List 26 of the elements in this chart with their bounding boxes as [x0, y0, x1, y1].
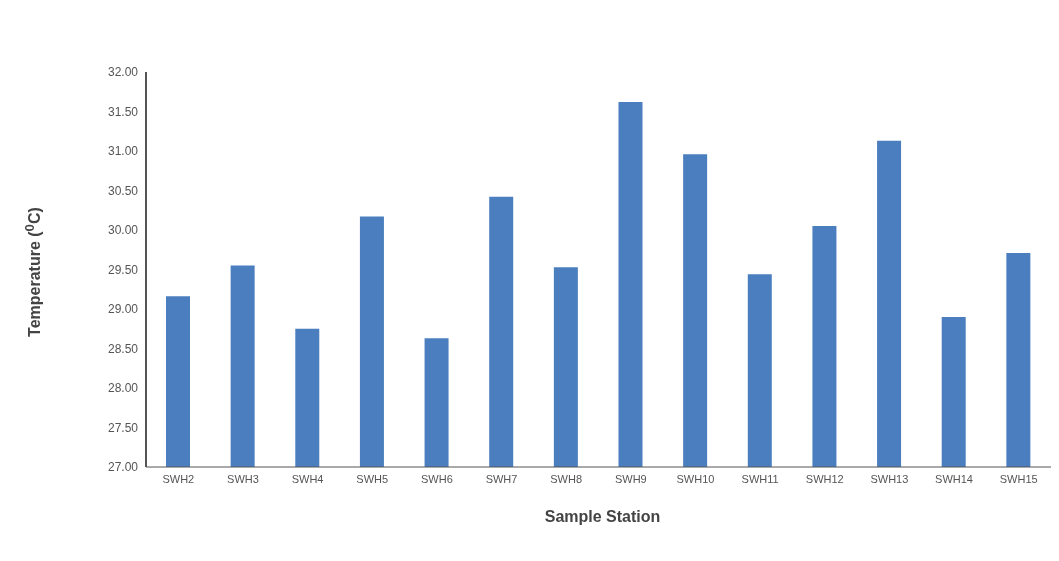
x-tick-label: SWH14 [935, 472, 973, 485]
y-tick-label: 27.50 [107, 420, 139, 435]
y-tick-label: 27.00 [107, 460, 139, 475]
x-tick-label: SWH2 [162, 472, 195, 485]
y-tick-label: 28.50 [107, 341, 139, 356]
y-tick-label: 29.50 [107, 262, 139, 277]
x-tick-label: SWH9 [614, 472, 647, 485]
x-tick-label: SWH8 [550, 472, 583, 485]
x-tick-label: SWH7 [485, 472, 518, 485]
x-axis-title: Sample Station [543, 508, 662, 526]
x-tick-label: SWH12 [805, 472, 844, 485]
y-tick-label: 31.00 [107, 144, 139, 159]
y-tick-label: 29.00 [107, 302, 139, 317]
y-tick-label: 28.00 [107, 381, 139, 396]
x-tick-label: SWH10 [676, 472, 715, 485]
x-tick-label: SWH11 [741, 472, 779, 485]
x-tick-label: SWH15 [999, 472, 1038, 485]
x-tick-label: SWH13 [870, 472, 909, 485]
x-tick-label: SWH5 [356, 472, 389, 485]
y-tick-label: 30.00 [107, 223, 139, 238]
x-tick-label: SWH6 [421, 472, 453, 485]
y-tick-label: 31.50 [107, 104, 139, 119]
x-tick-label: SWH4 [291, 472, 324, 485]
y-tick-label: 30.50 [107, 183, 139, 198]
y-tick-label: 32.00 [107, 65, 139, 80]
x-tick-label: SWH3 [227, 472, 259, 485]
